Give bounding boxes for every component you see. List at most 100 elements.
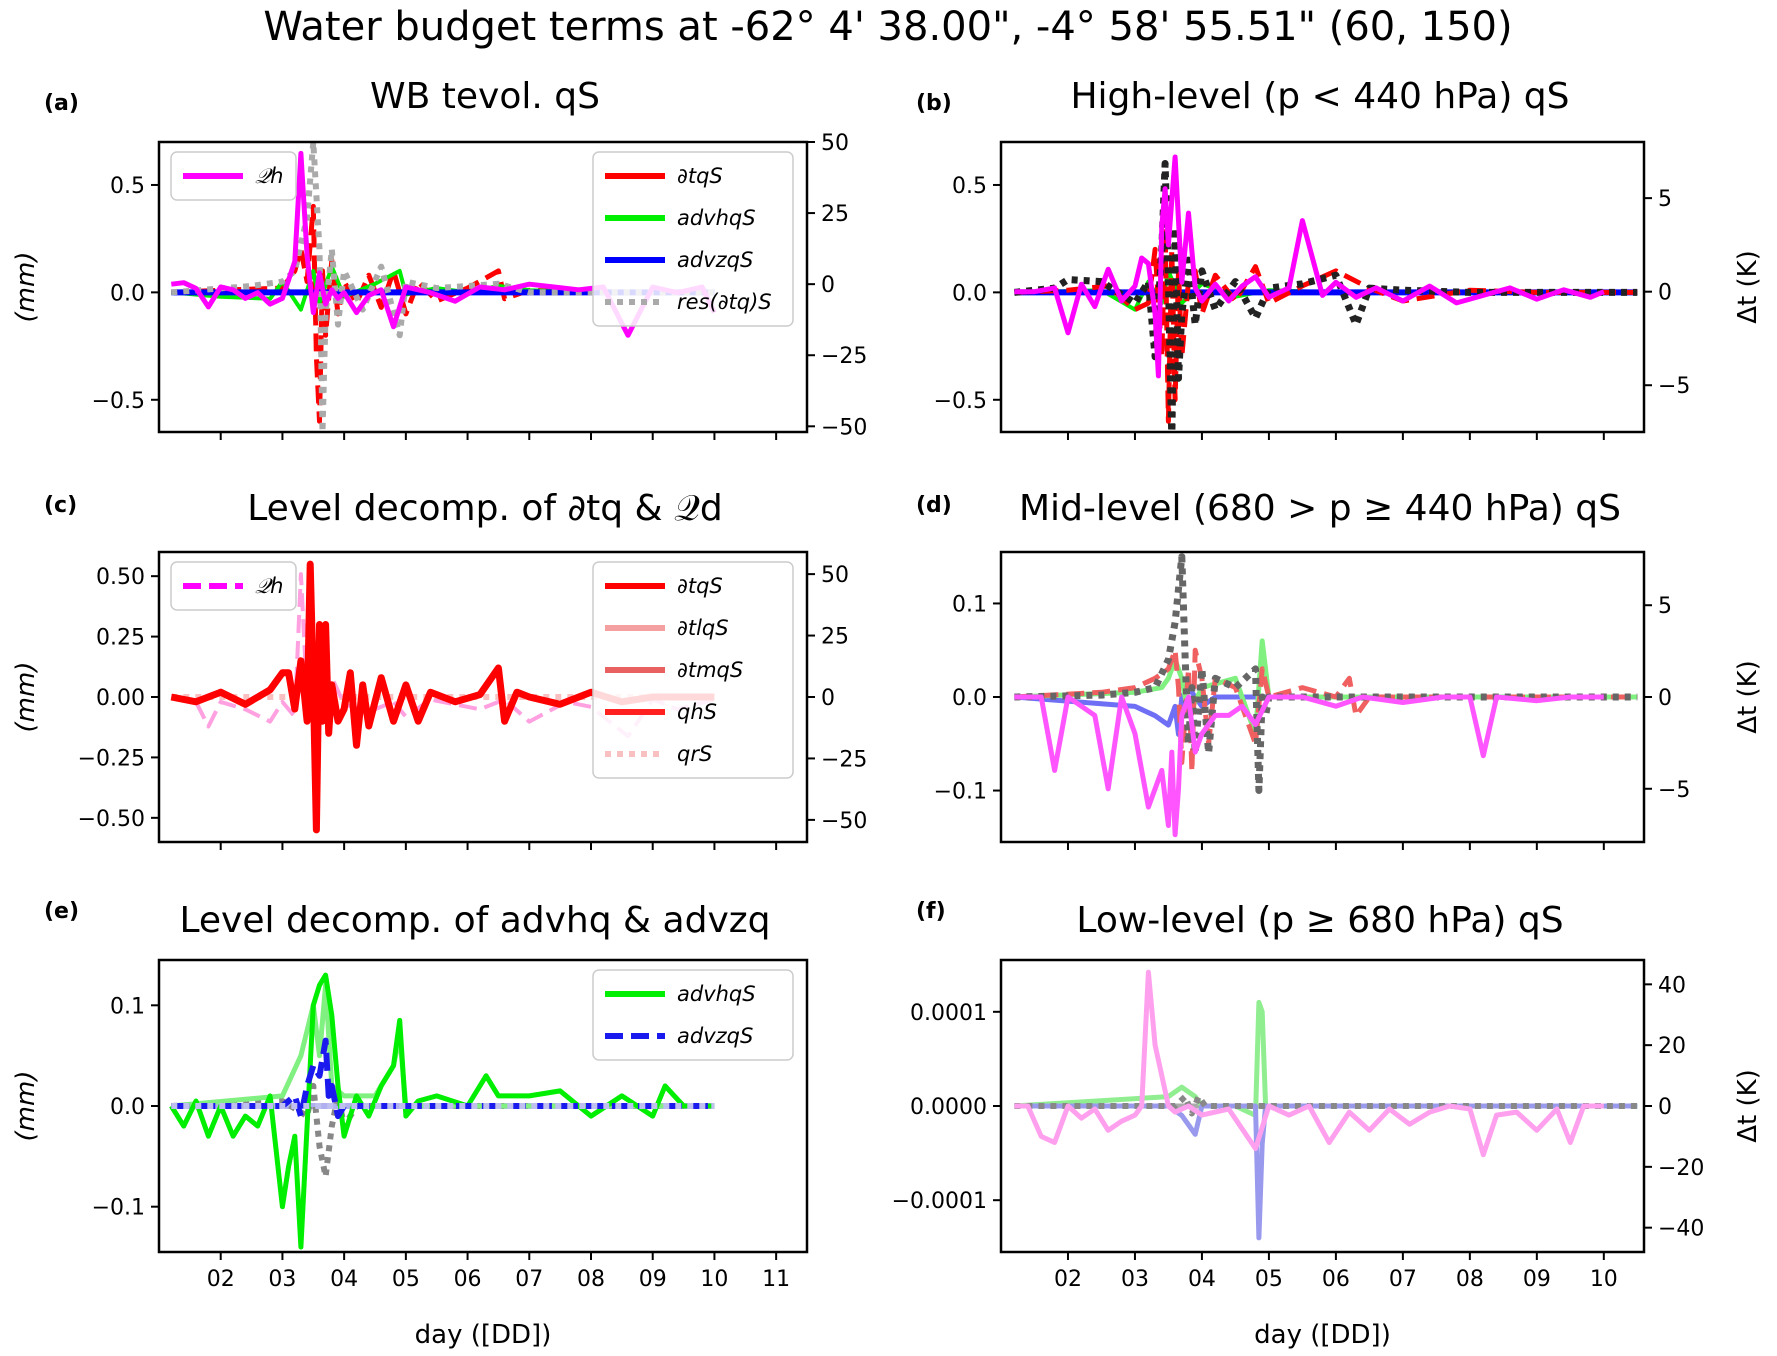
series-line-Qh (170, 150, 717, 338)
legend-entry-label: 𝒬h (255, 164, 283, 188)
y2-tick-label: −50 (821, 415, 867, 440)
y-axis-label: (mm) (11, 662, 41, 733)
series-line-Qh (1014, 969, 1604, 1158)
legend-entry-label: advhqS (677, 982, 756, 1006)
x-tick-label: 07 (515, 1267, 543, 1292)
panel-e: (e) Level decomp. of advhq & advzq −0.1 0.0… (11, 899, 809, 1350)
panel-title: Level decomp. of advhq & advzq (179, 900, 770, 941)
legend-top-left: 𝒬h (170, 561, 297, 611)
y-tick-label: −0.1 (934, 780, 987, 805)
y2-tick-label: 5 (1658, 187, 1672, 212)
series-line-dtq_red (170, 560, 715, 834)
legend-entry-label: advhqS (677, 206, 756, 230)
legend-entry-label: 𝒬h (255, 574, 283, 598)
x-tick-label: 08 (577, 1267, 605, 1292)
panel-title: Mid-level (680 > p ≥ 440 hPa) qS (1019, 488, 1621, 529)
x-tick-label: 06 (454, 1267, 482, 1292)
plot-frame (999, 140, 1646, 434)
y2-tick-label: 0 (821, 686, 835, 711)
y-tick-label: −0.0001 (892, 1189, 987, 1214)
legend-box (592, 561, 794, 779)
panel-label: (e) (44, 899, 79, 924)
y2-tick-label: 5 (1658, 594, 1672, 619)
y-tick-label: 0.5 (952, 174, 987, 199)
legend-entry-label: ∂tlqS (677, 616, 729, 640)
x-tick-label: 06 (1322, 1267, 1350, 1292)
x-tick-label: 07 (1389, 1267, 1417, 1292)
x-tick-label: 04 (330, 1267, 358, 1292)
y2-tick-label: 20 (1658, 1034, 1686, 1059)
series-line-advh (1014, 638, 1638, 737)
y2-tick-label: −25 (821, 344, 867, 369)
x-tick-label: 09 (639, 1267, 667, 1292)
legend-top-right: ∂tqS advhqS advzqS res(∂tq)S (592, 151, 794, 327)
panel-d: (d) Mid-level (680 > p ≥ 440 hPa) qS −0.1 0… (916, 488, 1763, 850)
y2-tick-label: −5 (1658, 374, 1690, 399)
x-tick-label: 08 (1456, 1267, 1484, 1292)
x-tick-label: 03 (1121, 1267, 1149, 1292)
figure-title: Water budget terms at -62° 4' 38.00", -4… (263, 4, 1512, 50)
panel-c: (c) Level decomp. of ∂tq & 𝒬d −0.50 −0.25 0.… (11, 488, 867, 850)
y2-tick-label: −50 (821, 809, 867, 834)
y-tick-label: 0.5 (110, 174, 145, 199)
y-tick-label: 0.00 (96, 686, 145, 711)
y-tick-label: 0.0 (952, 686, 987, 711)
series-group (1014, 154, 1638, 432)
x-axis-label: day ([DD]) (1254, 1320, 1391, 1350)
x-tick-label: 10 (700, 1267, 728, 1292)
series-line-dtq (1014, 225, 1638, 424)
series-group (1014, 969, 1638, 1241)
y2-tick-label: 0 (1658, 281, 1672, 306)
series-line-dtq (1014, 647, 1638, 775)
y2-tick-label: 0 (821, 273, 835, 298)
y2-tick-label: 50 (821, 563, 849, 588)
panel-title: High-level (p < 440 hPa) qS (1070, 76, 1569, 117)
legend-box (170, 561, 297, 611)
series-group (1014, 553, 1638, 838)
y-axis-label: (mm) (11, 252, 41, 323)
series-group (169, 972, 715, 1250)
legend-entry-label: ∂tqS (677, 164, 723, 188)
y2-tick-label: 0 (1658, 1095, 1672, 1120)
legend-entry-label: advzqS (677, 1024, 753, 1048)
legend-entry-label: qhS (677, 700, 717, 724)
y-axis-label: (mm) (11, 1071, 41, 1142)
legend-entry-label: res(∂tq)S (677, 290, 772, 314)
y-tick-label: 0.0001 (910, 1001, 987, 1026)
panel-label: (a) (44, 91, 79, 116)
y-tick-label: 0.0 (110, 281, 145, 306)
panel-f: (f) Low-level (p ≥ 680 hPa) qS −0.0001 0.00… (892, 899, 1763, 1350)
x-tick-label: 04 (1188, 1267, 1216, 1292)
y2-axis-label: Δt (K) (1733, 250, 1763, 324)
panel-label: (c) (44, 493, 77, 518)
y2-tick-label: 0 (1658, 686, 1672, 711)
series-line-Qh (1014, 154, 1605, 379)
panel-b: (b) High-level (p < 440 hPa) qS −0.5 0.0 0.5… (916, 76, 1763, 440)
x-axis-label: day ([DD]) (415, 1320, 552, 1350)
legend-top-right: advhqS advzqS (592, 969, 794, 1061)
series-line-advh (169, 972, 715, 1250)
series-line-res (1014, 553, 1638, 794)
x-tick-label: 05 (392, 1267, 420, 1292)
panel-title: WB tevol. qS (370, 76, 600, 117)
y2-tick-label: −5 (1658, 778, 1690, 803)
legend-entry-label: qrS (677, 742, 712, 766)
panel-a: (a) WB tevol. qS −0.5 0.0 0.5 −50 −25 0 25 50 (mm)… (11, 76, 867, 440)
y2-axis-label: Δt (K) (1733, 660, 1763, 734)
y2-tick-label: 25 (821, 202, 849, 227)
y2-tick-label: −40 (1658, 1217, 1704, 1242)
legend-top-left: 𝒬h (170, 151, 297, 201)
y2-tick-label: 50 (821, 131, 849, 156)
y-tick-label: −0.5 (934, 389, 987, 414)
y-tick-label: 0.0 (952, 281, 987, 306)
y-tick-label: −0.1 (92, 1196, 145, 1221)
y2-tick-label: −25 (821, 747, 867, 772)
x-tick-label: 02 (1054, 1267, 1082, 1292)
series-group (170, 142, 717, 432)
series-line-Qh (1014, 694, 1604, 838)
y2-tick-label: −20 (1658, 1156, 1704, 1181)
panel-title: Level decomp. of ∂tq & 𝒬d (247, 488, 722, 529)
legend-entry-label: advzqS (677, 248, 753, 272)
legend-top-right: ∂tqS ∂tlqS ∂tmqS qhS qrS (592, 561, 794, 779)
